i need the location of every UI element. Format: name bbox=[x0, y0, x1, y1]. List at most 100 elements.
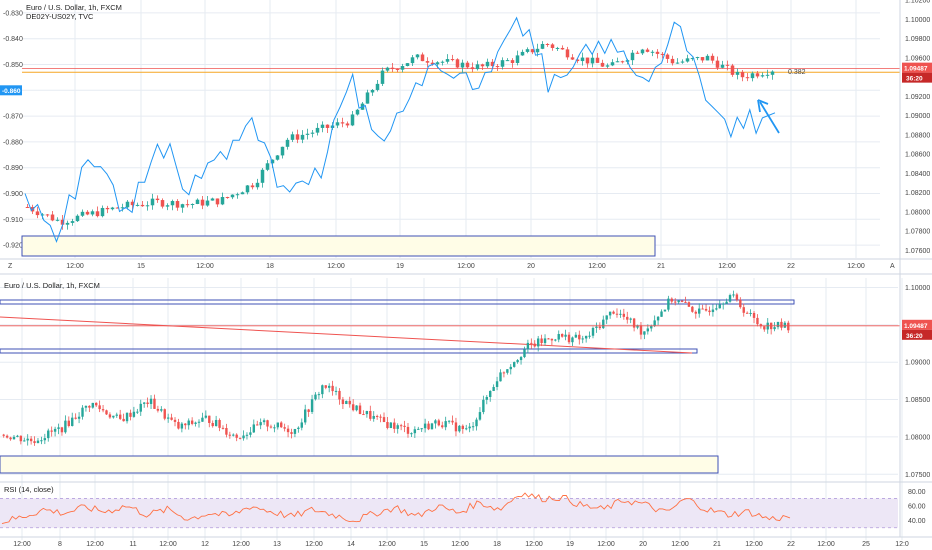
top-candle bbox=[685, 58, 690, 62]
middle-candle bbox=[560, 334, 564, 337]
middle-candle bbox=[112, 415, 115, 418]
middle-candle bbox=[684, 301, 687, 303]
middle-candle bbox=[259, 422, 262, 426]
top-candle bbox=[455, 59, 460, 68]
bottom-time-label: 12:00 bbox=[451, 541, 469, 548]
middle-candle bbox=[341, 399, 345, 405]
top-candle bbox=[555, 47, 560, 49]
middle-candle bbox=[399, 425, 403, 427]
middle-chart-title: Euro / U.S. Dollar, 1h, FXCM bbox=[4, 281, 100, 290]
right-axis-tick-label: 1.09800 bbox=[905, 36, 930, 43]
middle-candle bbox=[379, 416, 382, 418]
middle-candle bbox=[451, 420, 454, 423]
middle-candle bbox=[495, 381, 499, 387]
top-time-label: 12:00 bbox=[457, 263, 475, 270]
middle-candle bbox=[252, 424, 256, 433]
left-axis-tick-label: -0.850 bbox=[3, 62, 23, 69]
middle-candle bbox=[369, 410, 372, 419]
support-zone-box[interactable] bbox=[21, 235, 656, 257]
top-candle bbox=[735, 71, 740, 75]
pivot-zone-box[interactable] bbox=[0, 348, 698, 354]
middle-candle bbox=[650, 326, 653, 329]
middle-candle bbox=[2, 434, 5, 436]
middle-candle bbox=[358, 405, 362, 415]
top-candle bbox=[225, 197, 230, 199]
middle-candle bbox=[749, 312, 752, 314]
middle-candle bbox=[269, 426, 273, 428]
top-candle bbox=[205, 200, 210, 206]
middle-candle bbox=[677, 300, 680, 303]
middle-candle bbox=[595, 326, 598, 328]
top-candle bbox=[140, 204, 145, 207]
top-candle bbox=[560, 47, 565, 50]
middle-candle bbox=[211, 422, 214, 427]
price-tag-label: 1.09487 bbox=[904, 66, 928, 73]
bottom-time-label: 8 bbox=[58, 541, 62, 548]
middle-candle bbox=[43, 438, 47, 441]
middle-candle bbox=[276, 422, 279, 428]
middle-candle bbox=[5, 435, 9, 438]
middle-candle bbox=[88, 405, 91, 408]
middle-candle bbox=[519, 357, 523, 361]
arrow-drawing-head[interactable] bbox=[757, 99, 769, 113]
middle-candle bbox=[355, 405, 358, 411]
top-candle bbox=[135, 204, 140, 206]
top-candle bbox=[535, 48, 540, 53]
middle-candle bbox=[715, 308, 718, 310]
middle-candle bbox=[29, 438, 33, 442]
top-time-label: 22 bbox=[787, 263, 795, 270]
middle-candle bbox=[365, 410, 369, 415]
resistance-zone-box[interactable] bbox=[0, 299, 795, 305]
middle-candle bbox=[115, 414, 118, 416]
bottom-time-label: 25 bbox=[862, 541, 870, 548]
bottom-time-label: 15 bbox=[420, 541, 428, 548]
middle-candle bbox=[530, 342, 533, 344]
bottom-time-label: 18 bbox=[493, 541, 501, 548]
left-axis-highlight-tag bbox=[0, 85, 22, 96]
top-candle bbox=[660, 53, 665, 55]
middle-candle bbox=[612, 311, 615, 314]
middle-candle bbox=[543, 338, 547, 344]
middle-candle bbox=[153, 398, 156, 409]
middle-candle bbox=[307, 409, 310, 412]
arrow-drawing-shaft[interactable] bbox=[759, 101, 780, 134]
top-candle bbox=[165, 205, 170, 207]
middle-candle bbox=[584, 335, 588, 339]
middle-candle bbox=[242, 435, 245, 439]
middle-candle bbox=[314, 394, 317, 400]
right-axis-tick-label: 1.08000 bbox=[905, 209, 930, 216]
middle-candle bbox=[177, 421, 180, 429]
top-candle bbox=[115, 207, 120, 209]
top-candle bbox=[650, 51, 655, 53]
middle-candle bbox=[674, 301, 677, 303]
middle-candle bbox=[77, 416, 81, 419]
middle-candle bbox=[317, 394, 321, 396]
middle-candle bbox=[646, 328, 650, 332]
middle-candle bbox=[718, 304, 721, 309]
top-candle bbox=[530, 49, 535, 53]
top-candle bbox=[320, 124, 325, 128]
middle-candle bbox=[327, 385, 331, 388]
middle-candle bbox=[132, 411, 136, 417]
middle-candle bbox=[232, 434, 235, 436]
middle-candle bbox=[235, 434, 238, 438]
right-axis-tick-label: 1.09000 bbox=[905, 360, 930, 367]
middle-candle bbox=[136, 411, 139, 413]
middle-candle bbox=[16, 435, 19, 437]
top-time-label: 12:00 bbox=[327, 263, 345, 270]
middle-candle bbox=[773, 327, 776, 330]
middle-candle bbox=[170, 417, 173, 420]
middle-candle bbox=[146, 402, 149, 404]
top-candle bbox=[610, 62, 615, 66]
top-candle bbox=[510, 60, 515, 63]
top-candle bbox=[755, 73, 760, 77]
top-candle bbox=[695, 57, 700, 59]
support-zone-box[interactable] bbox=[0, 455, 719, 474]
left-axis-highlight-label: -0.860 bbox=[2, 88, 21, 95]
top-candle bbox=[310, 132, 315, 134]
bottom-time-label: 19 bbox=[566, 541, 574, 548]
trendline[interactable] bbox=[0, 316, 693, 354]
top-candle bbox=[105, 207, 110, 210]
middle-candle bbox=[142, 402, 146, 404]
